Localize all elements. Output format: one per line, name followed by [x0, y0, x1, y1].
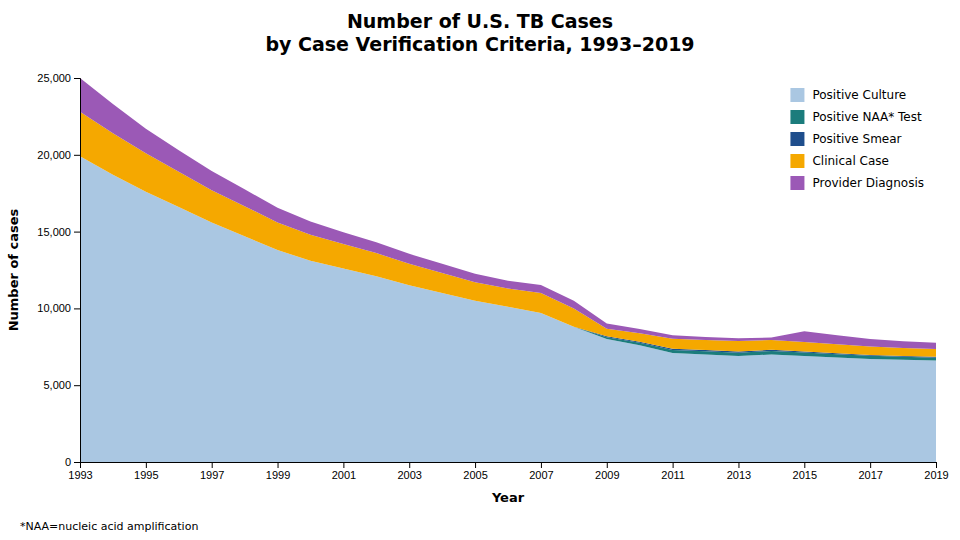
legend-item: Clinical Case	[790, 154, 888, 168]
tick-mark	[74, 78, 80, 79]
legend-swatch	[790, 132, 804, 146]
tick-label: 2009	[595, 469, 619, 481]
legend-swatch	[790, 176, 804, 190]
tick-mark	[475, 462, 476, 468]
tick-mark	[212, 462, 213, 468]
tick: 2017	[858, 462, 882, 481]
tick: 10,000	[37, 302, 80, 314]
legend: Positive Culture Positive NAA* Test Positi…	[790, 88, 924, 190]
tick-label: 2005	[463, 469, 487, 481]
tick: 1995	[134, 462, 158, 481]
tick-label: 1995	[134, 469, 158, 481]
chart: 1993 1995 1997 1999 2001 2003 2005 2007 2009 2011…	[0, 0, 960, 540]
tick-mark	[343, 462, 344, 468]
tick: 20,000	[37, 149, 80, 161]
tick-mark	[936, 462, 937, 468]
tick-mark	[74, 155, 80, 156]
tick-mark	[409, 462, 410, 468]
tick-mark	[278, 462, 279, 468]
tick-mark	[673, 462, 674, 468]
legend-label: Provider Diagnosis	[812, 176, 924, 190]
tick-label: 2007	[529, 469, 553, 481]
tick-label: 2019	[924, 469, 948, 481]
legend-swatch	[790, 110, 804, 124]
legend-item: Positive Culture	[790, 88, 906, 102]
plot-area: 1993 1995 1997 1999 2001 2003 2005 2007 2009 2011…	[6, 72, 949, 505]
legend-label: Positive NAA* Test	[812, 110, 922, 124]
tick: 1997	[200, 462, 224, 481]
axis-line	[81, 463, 937, 469]
tick: 0	[65, 456, 80, 468]
tick: 2001	[332, 462, 356, 481]
legend-item: Positive NAA* Test	[790, 110, 922, 124]
tick-label: 1993	[68, 469, 92, 481]
legend-label: Positive Culture	[812, 88, 906, 102]
tick: 2013	[727, 462, 751, 481]
tick-label: 10,000	[37, 302, 71, 314]
legend-item: Positive Smear	[790, 132, 901, 146]
legend-label: Clinical Case	[812, 154, 888, 168]
tick-label: 2013	[727, 469, 751, 481]
tick-mark	[607, 462, 608, 468]
tick: 2005	[463, 462, 487, 481]
tick: 25,000	[37, 72, 80, 84]
tick-label: 0	[65, 456, 71, 468]
area	[80, 112, 936, 357]
tick-label: 2003	[397, 469, 421, 481]
tick: 2007	[529, 462, 553, 481]
axis-line	[74, 79, 81, 463]
tick-label: 2011	[661, 469, 685, 481]
footnote: *NAA=nucleic acid amplification	[20, 520, 198, 533]
tick-mark	[541, 462, 542, 468]
tick: 2003	[397, 462, 421, 481]
tick: 2019	[924, 462, 948, 481]
legend-swatch	[790, 88, 804, 102]
y-axis-title: Number of cases	[6, 208, 21, 331]
x-axis: 1993 1995 1997 1999 2001 2003 2005 2007 2009 2011…	[68, 462, 948, 481]
tick-label: 5,000	[43, 379, 71, 391]
tick: 2011	[661, 462, 685, 481]
tick: 2015	[793, 462, 817, 481]
tick: 5,000	[43, 379, 80, 391]
tick-mark	[804, 462, 805, 468]
tick-label: 2001	[332, 469, 356, 481]
x-axis-title: Year	[491, 490, 525, 505]
tick-label: 15,000	[37, 226, 71, 238]
tick-mark	[74, 232, 80, 233]
tick: 2009	[595, 462, 619, 481]
tick-label: 2017	[858, 469, 882, 481]
tick-mark	[146, 462, 147, 468]
tick: 1993	[68, 462, 92, 481]
areas	[80, 78, 936, 462]
tick-label: 25,000	[37, 72, 71, 84]
tick: 15,000	[37, 226, 80, 238]
tick-label: 2015	[793, 469, 817, 481]
legend-swatch	[790, 154, 804, 168]
tick-mark	[74, 308, 80, 309]
title: Number of U.S. TB Casesby Case Verificat…	[265, 10, 694, 55]
tick-mark	[74, 385, 80, 386]
y-axis: 0 5,000 10,000 15,000 20,000 25,000	[37, 72, 80, 468]
tick-mark	[74, 462, 80, 463]
legend-label: Positive Smear	[812, 132, 901, 146]
tick: 1999	[266, 462, 290, 481]
area	[80, 78, 936, 349]
tick-mark	[738, 462, 739, 468]
tick-label: 20,000	[37, 149, 71, 161]
tick-label: 1997	[200, 469, 224, 481]
tick-mark	[870, 462, 871, 468]
legend-item: Provider Diagnosis	[790, 176, 924, 190]
tick-label: 1999	[266, 469, 290, 481]
